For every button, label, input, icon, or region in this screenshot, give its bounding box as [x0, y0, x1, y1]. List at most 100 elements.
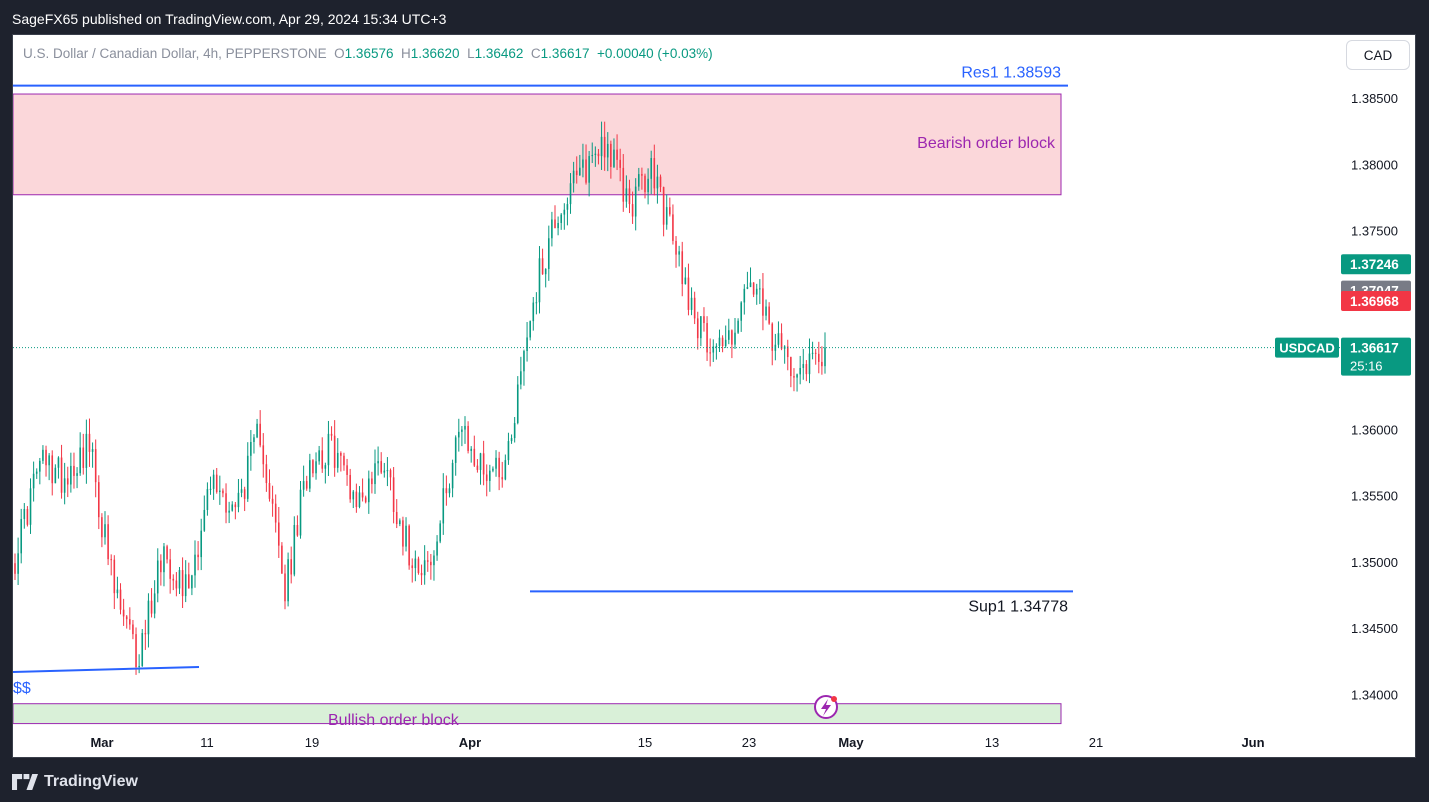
- candle-body: [464, 425, 466, 430]
- candle-body: [755, 288, 758, 295]
- candle-body: [727, 330, 730, 340]
- candle-body: [526, 337, 528, 352]
- high-value: 1.36620: [410, 46, 460, 61]
- candle-body: [340, 452, 342, 456]
- candle-body: [799, 367, 801, 375]
- candle-body: [504, 460, 507, 480]
- candle-body: [628, 188, 631, 205]
- candle-body: [191, 575, 193, 589]
- currency-button[interactable]: CAD: [1346, 40, 1410, 70]
- candle-body: [163, 546, 165, 573]
- candle-body: [585, 159, 587, 183]
- candle-body: [603, 136, 606, 158]
- candle-body: [265, 464, 268, 484]
- candle-body: [184, 574, 187, 597]
- candle-body: [243, 489, 246, 499]
- candle-body: [786, 346, 789, 358]
- candle-body: [203, 509, 206, 531]
- chart-panel[interactable]: Bearish order block Bullish order block Re…: [12, 34, 1416, 758]
- y-tick-label: 1.36000: [1351, 422, 1398, 437]
- candle-body: [178, 570, 181, 589]
- candle-body: [156, 560, 159, 594]
- candle-body: [194, 554, 196, 576]
- resistance-label: Res1 1.38593: [961, 65, 1061, 82]
- candle-body: [569, 183, 572, 205]
- candle-body: [330, 433, 333, 436]
- candle-body: [417, 558, 420, 573]
- candles: [14, 121, 826, 675]
- candle-body: [535, 302, 538, 304]
- candle-body: [430, 561, 432, 566]
- candle-body: [752, 282, 755, 295]
- candle-body: [57, 457, 60, 468]
- x-tick-label: 19: [305, 735, 319, 750]
- price-tag: [1341, 291, 1411, 312]
- candle-body: [479, 453, 482, 470]
- candle-body: [256, 423, 258, 438]
- candle-body: [616, 149, 618, 160]
- candle-body: [532, 302, 535, 322]
- candle-body: [51, 455, 54, 484]
- notification-dot-icon: [831, 696, 837, 702]
- liquidity-line: [13, 666, 200, 673]
- candle-body: [768, 306, 770, 324]
- candle-body: [759, 288, 761, 290]
- y-tick-label: 1.34000: [1351, 687, 1398, 702]
- candle-body: [250, 441, 252, 456]
- candle-body: [281, 545, 283, 574]
- candle-body: [656, 176, 659, 189]
- candle-body: [414, 558, 417, 569]
- candle-body: [166, 546, 168, 560]
- candle-body: [824, 347, 826, 367]
- candle-body: [293, 525, 296, 575]
- candle-body: [206, 489, 209, 510]
- candle-body: [141, 633, 144, 666]
- candle-body: [132, 624, 134, 635]
- candle-body: [507, 441, 510, 461]
- candle-body: [91, 449, 94, 452]
- liquidity-annotation: $$: [13, 680, 31, 697]
- candle-body: [554, 219, 556, 229]
- candle-body: [700, 316, 702, 339]
- candle-body: [70, 465, 72, 485]
- candle-body: [690, 297, 693, 310]
- candle-body: [222, 490, 224, 494]
- candle-body: [110, 559, 113, 561]
- candle-body: [579, 167, 581, 176]
- open-value: 1.36576: [344, 46, 394, 61]
- y-tick-label: 1.38500: [1351, 91, 1398, 106]
- candle-body: [153, 593, 156, 614]
- candle-body: [315, 461, 317, 474]
- y-tick-label: 1.38000: [1351, 157, 1398, 172]
- candle-body: [696, 318, 699, 339]
- candle-body: [231, 504, 234, 511]
- symbol-tag-text: USDCAD: [1279, 341, 1335, 356]
- candle-body: [790, 357, 792, 377]
- candle-body: [296, 525, 299, 536]
- candle-body: [116, 589, 119, 594]
- footer-brand-text: TradingView: [44, 773, 138, 790]
- low-label: L: [467, 46, 475, 61]
- high-label: H: [401, 46, 411, 61]
- candle-body: [32, 473, 35, 489]
- candle-body: [395, 511, 398, 525]
- candle-body: [501, 477, 504, 480]
- candle-body: [101, 517, 103, 538]
- candle-body: [88, 433, 91, 452]
- candle-body: [473, 448, 476, 466]
- candle-body: [389, 470, 392, 478]
- y-tick-label: 1.34500: [1351, 621, 1398, 636]
- candle-body: [653, 158, 656, 189]
- candle-body: [610, 143, 612, 167]
- y-tick-label: 1.37500: [1351, 224, 1398, 239]
- candle-body: [63, 478, 66, 493]
- candle-body: [181, 570, 184, 597]
- candle-body: [54, 467, 57, 484]
- candle-body: [457, 431, 460, 438]
- candle-body: [541, 258, 544, 275]
- candle-body: [613, 149, 615, 167]
- candle-body: [802, 364, 805, 368]
- candle-body: [762, 288, 764, 316]
- candle-body: [572, 170, 575, 184]
- price-chart[interactable]: Bearish order block Bullish order block Re…: [13, 35, 1416, 758]
